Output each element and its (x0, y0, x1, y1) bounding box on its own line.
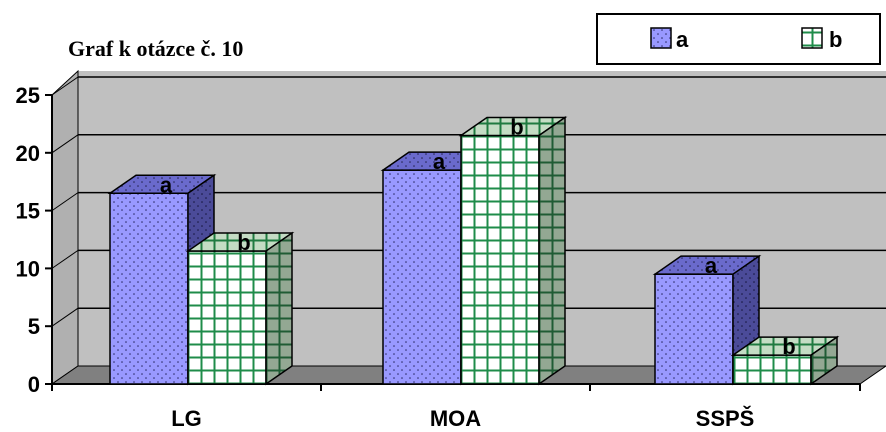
gridline (51, 307, 79, 327)
legend-label-b: b (829, 27, 842, 52)
legend-box (596, 13, 881, 65)
legend-swatch-b (801, 27, 823, 49)
bar-front (109, 192, 189, 385)
data-label-a: a (705, 253, 718, 278)
data-label-b: b (782, 334, 795, 359)
y-tick-label: 5 (28, 314, 40, 339)
gridline (51, 76, 79, 96)
gridline (51, 134, 79, 154)
category-label: SSPŠ (696, 406, 755, 431)
gridline (51, 249, 79, 269)
data-label-a: a (160, 172, 173, 197)
bar-front (460, 134, 540, 385)
category-labels: LG MOA SSPŠ (171, 406, 754, 431)
y-tick-label: 0 (28, 372, 40, 397)
bar-b-sspš (730, 335, 840, 386)
data-label-b: b (237, 230, 250, 255)
legend-swatch-a (650, 27, 672, 49)
legend-label-a: a (676, 27, 689, 52)
data-label-b: b (510, 114, 523, 139)
gridline (51, 192, 79, 212)
bar-b-lg (185, 231, 295, 386)
legend: a b (596, 13, 881, 65)
bars (107, 116, 840, 386)
data-labels: a b a b a b (160, 114, 796, 359)
bar-front (187, 250, 267, 385)
bar-front (654, 273, 734, 385)
bar-front (732, 354, 812, 385)
y-tick-label: 10 (16, 256, 40, 281)
bar-side (265, 231, 293, 386)
bar-side (538, 116, 566, 386)
y-tick-label: 20 (16, 141, 40, 166)
data-label-a: a (433, 149, 446, 174)
category-label: MOA (430, 406, 481, 431)
plot-side-wall (51, 69, 79, 385)
bar-side (810, 335, 838, 386)
y-tick-label: 25 (16, 83, 40, 108)
y-tick-label: 15 (16, 199, 40, 224)
bar-b-moa (458, 116, 568, 386)
category-label: LG (171, 406, 202, 431)
chart-title: Graf k otázce č. 10 (68, 36, 243, 61)
y-tick-labels: 0 5 10 15 20 25 (16, 83, 861, 397)
bar-front (382, 169, 462, 385)
